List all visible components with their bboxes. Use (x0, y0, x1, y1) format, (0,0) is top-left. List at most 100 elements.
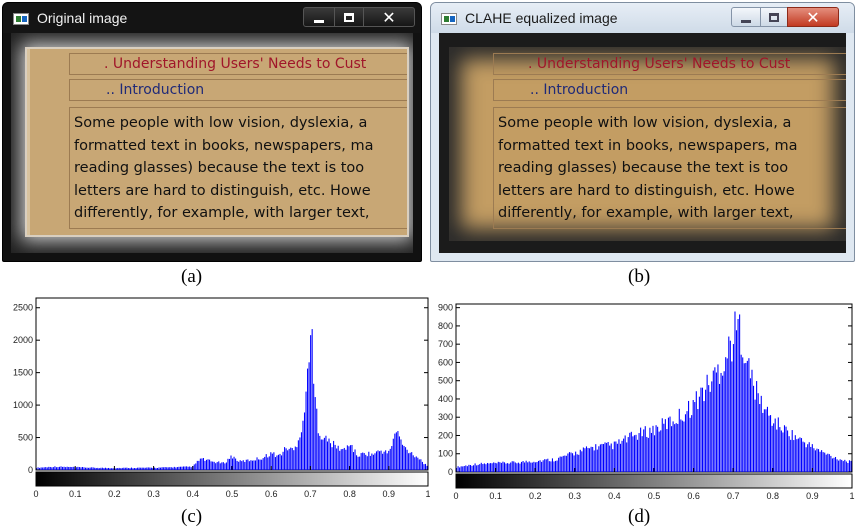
histogram-bar (313, 383, 315, 470)
y-tick-label: 500 (438, 376, 453, 386)
histogram-bar (842, 461, 844, 472)
histogram-bar (553, 461, 555, 472)
histogram-bar (572, 453, 574, 472)
histogram-bar (539, 460, 541, 472)
plot-area (35, 297, 429, 471)
histogram-bar (477, 464, 479, 472)
histogram-bar (279, 453, 281, 470)
histogram-bar (790, 439, 792, 472)
image-canvas: . Understanding Users' Needs to Cust .. … (439, 33, 846, 253)
histogram-bar (811, 444, 813, 472)
histogram-bar (745, 362, 747, 472)
histogram-bar (765, 409, 767, 472)
histogram-bar (562, 455, 564, 472)
histogram-bar (152, 468, 154, 470)
histogram-bar (505, 463, 507, 472)
histogram-bar (759, 404, 761, 472)
close-button[interactable]: ✕ (787, 7, 839, 27)
y-tick-label: 2000 (13, 335, 33, 345)
histogram-bar (333, 440, 335, 470)
minimize-button[interactable] (303, 7, 335, 27)
x-tick-label: 0.4 (608, 491, 621, 501)
histogram-bar (100, 467, 102, 470)
histogram-bar (841, 459, 843, 472)
histogram-bar (201, 458, 203, 470)
histogram-bar (244, 461, 246, 470)
histogram-bar (650, 432, 652, 472)
histogram-bar (643, 429, 645, 472)
histogram-bar (833, 457, 835, 472)
histogram-bar (77, 466, 79, 470)
histogram-bar (490, 463, 492, 472)
histogram-bar (480, 462, 482, 472)
x-tick-label: 0.6 (265, 489, 278, 499)
histogram-bar (473, 465, 475, 472)
histogram-bar (400, 439, 402, 470)
histogram-bar (528, 461, 530, 472)
maximize-button[interactable] (760, 7, 788, 27)
histogram-bar (773, 423, 775, 472)
grayscale-colorbar (455, 473, 853, 489)
histogram-bar (397, 431, 399, 470)
histogram-bar (305, 391, 307, 470)
histogram-bar (297, 440, 299, 470)
histogram-bar (783, 425, 786, 472)
histogram-bar (385, 450, 387, 470)
histogram-bar (674, 424, 676, 472)
histogram-bar (316, 408, 318, 470)
histogram-bar (559, 456, 561, 472)
histogram-bar (838, 460, 840, 472)
y-tick-label: 1000 (13, 400, 33, 410)
histogram-bar (325, 435, 327, 470)
histogram-bar (394, 433, 396, 470)
histogram-bar (511, 461, 513, 472)
histogram-bar (228, 458, 231, 470)
histogram-bar (48, 466, 50, 470)
histogram-bar (207, 459, 209, 470)
histogram-bar (330, 443, 332, 470)
minimize-button[interactable] (731, 7, 761, 27)
histogram-bar (262, 458, 264, 470)
histogram-bar (581, 451, 583, 472)
x-tick-label: 0.2 (529, 491, 542, 501)
histogram-bar (502, 461, 504, 472)
histogram-bar (612, 449, 614, 472)
histogram-bar (232, 458, 234, 470)
histogram-bar (479, 464, 481, 472)
close-button[interactable]: ✕ (363, 7, 415, 27)
original-image-titlebar[interactable]: Original image ✕ (3, 3, 421, 33)
histogram-bar (510, 462, 512, 472)
histogram-bar (726, 358, 728, 472)
histogram-bar (534, 462, 536, 472)
histogram-bar (551, 458, 553, 472)
histogram-bar (256, 457, 258, 470)
histogram-bar (259, 459, 261, 470)
histogram-bar (845, 461, 847, 472)
histogram-bar (299, 437, 301, 470)
histogram-bar (771, 425, 773, 472)
clahe-image-titlebar[interactable]: CLAHE equalized image ✕ (431, 3, 854, 33)
histogram-bar (417, 457, 419, 470)
maximize-button[interactable] (334, 7, 364, 27)
histogram-bar (109, 468, 111, 470)
histogram-bar (83, 467, 85, 470)
histogram-bar (618, 439, 620, 472)
histogram-bar (647, 437, 649, 472)
histogram-bar (189, 466, 191, 470)
histogram-bar (688, 400, 690, 472)
histogram-bar (193, 464, 195, 470)
histogram-bar (598, 446, 600, 472)
x-tick-label: 0.7 (727, 491, 740, 501)
histogram-bar (787, 430, 789, 472)
histogram-bar (660, 430, 662, 472)
histogram-bar (164, 467, 166, 470)
x-tick-label: 0.9 (806, 491, 819, 501)
histogram-bar (254, 460, 257, 470)
histogram-bar (57, 467, 59, 470)
histogram-bar (187, 466, 189, 470)
histogram-bar (516, 463, 518, 472)
histogram-bar (824, 452, 826, 472)
histogram-bar (230, 455, 232, 470)
histogram-bar (415, 456, 417, 470)
histogram-bar (179, 466, 182, 470)
